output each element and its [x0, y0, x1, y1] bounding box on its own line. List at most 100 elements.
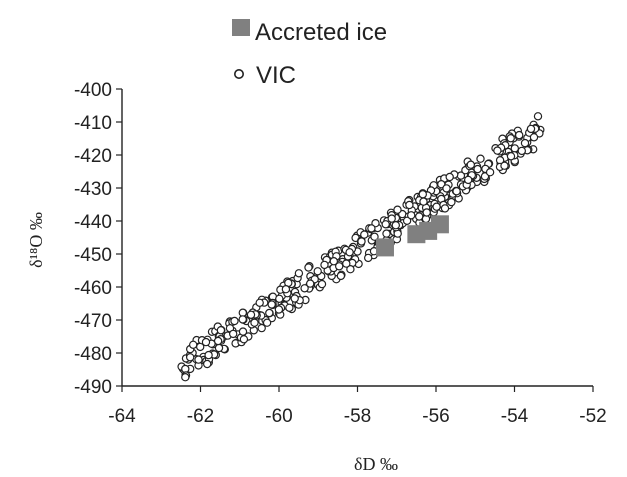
vic-point	[335, 262, 344, 271]
vic-point	[445, 172, 454, 182]
vic-point	[381, 220, 390, 229]
x-tick-label: -64	[108, 406, 136, 427]
axes: -400 -410 -420 -430 -440 -450 -460 -470 -480 -490…	[74, 80, 607, 427]
vic-point	[255, 298, 264, 307]
vic-point	[257, 323, 266, 333]
x-axis-title: δD ‰	[354, 454, 398, 474]
vic-point	[265, 308, 274, 318]
vic-point	[387, 214, 396, 223]
vic-point	[320, 260, 329, 270]
vic-point	[402, 216, 412, 225]
vic-point	[188, 340, 198, 349]
vic-point	[485, 167, 495, 177]
vic-point	[216, 326, 226, 335]
vic-point	[440, 204, 450, 213]
vic-point	[382, 229, 391, 238]
vic-point	[476, 154, 485, 163]
vic-point	[418, 190, 427, 199]
vic-point	[367, 224, 376, 233]
vic-point	[250, 318, 259, 327]
vic-point	[405, 200, 414, 210]
vic-point	[506, 152, 516, 161]
vic-point	[533, 112, 543, 121]
legend-label-accreted-ice: Accreted ice	[255, 19, 387, 46]
vic-point	[442, 184, 451, 193]
y-tick-label: -420	[74, 146, 112, 167]
y-tick-label: -480	[74, 344, 112, 365]
vic-point	[267, 300, 276, 309]
vic-point	[360, 230, 369, 239]
vic-point	[357, 237, 366, 246]
x-tick-label: -62	[187, 406, 214, 427]
x-tick-label: -58	[344, 406, 371, 427]
x-tick-label: -52	[579, 406, 606, 427]
y-tick-label: -410	[74, 113, 112, 134]
x-tick-label: -56	[422, 406, 449, 427]
vic-point	[238, 315, 247, 324]
vic-point	[493, 146, 502, 155]
vic-point	[500, 161, 509, 170]
y-axis-title: δ¹⁸O ‰	[26, 212, 46, 268]
vic-point	[526, 124, 536, 134]
vic-point	[294, 269, 304, 278]
vic-point	[464, 175, 473, 185]
vic-point	[415, 212, 424, 221]
vic-point	[239, 335, 249, 344]
vic-point	[466, 160, 475, 169]
y-tick-label: -440	[74, 212, 112, 233]
vic-point	[306, 279, 315, 288]
y-tick-label: -490	[74, 377, 112, 398]
vic-point	[238, 327, 248, 336]
vic-point	[290, 294, 299, 303]
vic-point	[520, 138, 530, 148]
x-tick-label: -60	[265, 406, 292, 427]
accreted-ice-points	[375, 215, 449, 257]
vic-point	[447, 197, 456, 207]
vic-point	[313, 267, 322, 276]
vic-point	[336, 271, 346, 281]
vic-point	[281, 285, 291, 294]
vic-point	[204, 350, 213, 360]
vic-point	[262, 318, 272, 327]
vic-point	[274, 305, 284, 314]
vic-point	[300, 284, 309, 293]
y-tick-label: -450	[74, 245, 112, 266]
vic-point	[515, 130, 524, 140]
vic-point	[506, 133, 515, 143]
vic-point	[246, 310, 256, 319]
vic-point	[419, 197, 428, 206]
vic-point	[452, 187, 461, 196]
y-tick-label: -460	[74, 278, 112, 299]
vic-point	[329, 257, 338, 266]
legend: Accreted ice VIC	[232, 19, 387, 89]
vic-point	[181, 373, 190, 382]
vic-point	[473, 164, 482, 174]
vic-point	[510, 144, 519, 153]
vic-point	[275, 294, 284, 303]
vic-point	[422, 208, 431, 217]
x-tick-label: -54	[501, 406, 529, 427]
data-points	[177, 112, 545, 382]
accreted-ice-point	[375, 238, 394, 257]
vic-point	[393, 205, 402, 214]
y-tick-label: -430	[74, 179, 112, 200]
legend-marker-accreted-ice	[232, 19, 250, 36]
vic-point	[317, 279, 327, 289]
vic-point	[201, 337, 211, 347]
vic-point	[364, 253, 373, 263]
vic-point	[194, 355, 203, 364]
vic-point	[228, 329, 238, 339]
vic-point	[346, 265, 355, 274]
vic-point	[529, 133, 539, 142]
vic-point	[517, 146, 527, 156]
y-tick-label: -400	[74, 80, 112, 101]
vic-point	[391, 220, 400, 230]
vic-point	[304, 263, 313, 272]
vic-point	[407, 211, 416, 220]
vic-point	[202, 359, 212, 369]
vic-point	[345, 248, 354, 257]
vic-point	[230, 316, 239, 326]
legend-marker-vic	[234, 69, 245, 80]
y-tick-label: -470	[74, 311, 112, 332]
